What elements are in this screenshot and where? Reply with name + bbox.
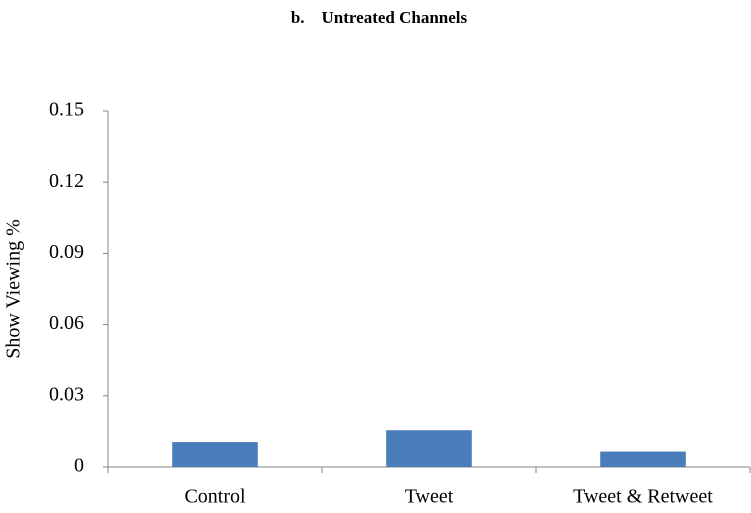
y-axis-label: Show Viewing % <box>3 219 25 359</box>
chart-title: b. Untreated Channels <box>291 8 468 27</box>
bar <box>386 430 472 467</box>
bar <box>600 451 686 467</box>
y-tick-label: 0.03 <box>49 383 84 405</box>
y-tick-label: 0.06 <box>49 312 84 334</box>
y-tick-label: 0.12 <box>49 170 84 192</box>
y-tick-label: 0.09 <box>49 241 84 263</box>
x-tick-label: Tweet <box>405 486 454 508</box>
y-tick-label: 0 <box>74 455 84 477</box>
y-tick-label: 0.15 <box>49 99 84 121</box>
bar <box>172 442 258 467</box>
x-tick-label: Control <box>184 486 246 508</box>
x-tick-label: Tweet & Retweet <box>573 486 713 508</box>
